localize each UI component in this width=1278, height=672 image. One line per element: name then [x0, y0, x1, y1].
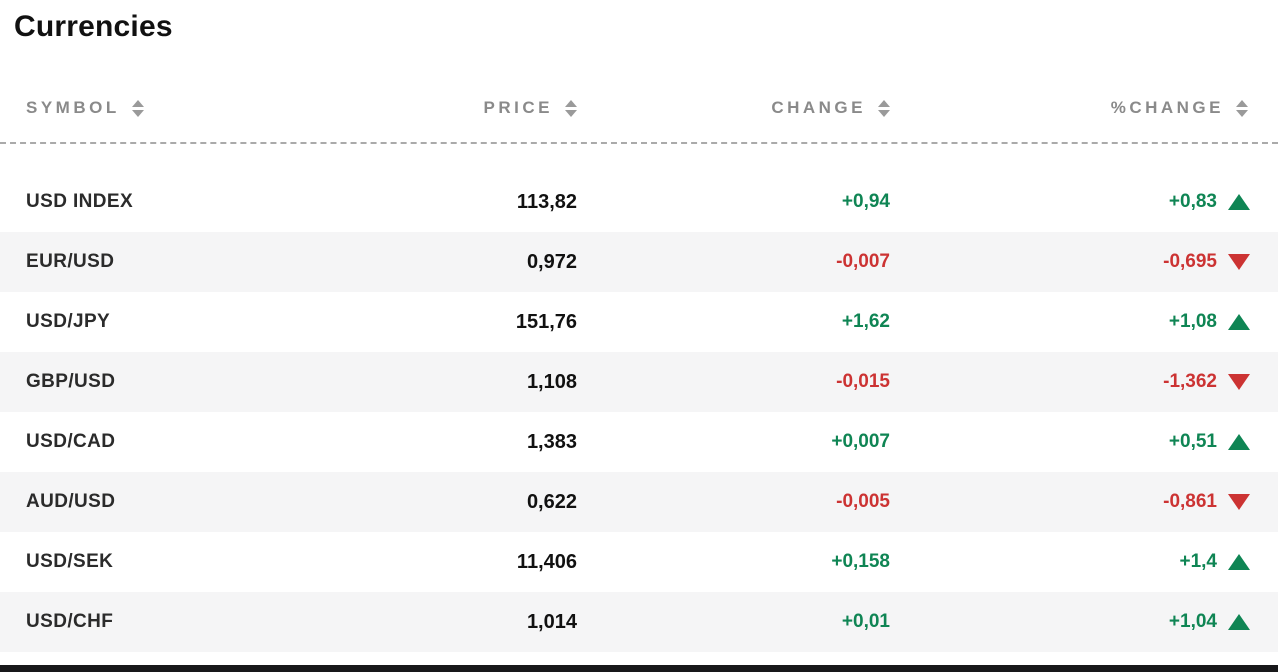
price-cell: 1,014: [526, 610, 577, 633]
pct-change-cell: -1,362: [890, 371, 1278, 393]
bottom-bar: [0, 665, 1278, 672]
change-cell: +0,158: [831, 551, 890, 572]
symbol-cell: USD/CHF: [26, 611, 114, 632]
price-cell: 1,108: [526, 370, 577, 393]
table-row[interactable]: USD/CAD 1,383 +0,007 +0,51: [0, 412, 1278, 472]
pct-change-cell: +0,51: [890, 431, 1278, 453]
direction-arrow: [1228, 314, 1250, 330]
column-header-symbol[interactable]: SYMBOL: [0, 98, 300, 118]
table-row[interactable]: USD/JPY 151,76 +1,62 +1,08: [0, 292, 1278, 352]
table-row[interactable]: USD INDEX 113,82 +0,94 +0,83: [0, 172, 1278, 232]
column-header-change-label: CHANGE: [771, 98, 866, 117]
symbol-cell: USD INDEX: [26, 191, 134, 212]
price-cell: 151,76: [515, 310, 577, 333]
change-cell: +1,62: [841, 311, 890, 332]
direction-arrow: [1228, 374, 1250, 390]
direction-arrow: [1228, 554, 1250, 570]
column-header-price-label: PRICE: [483, 98, 553, 117]
direction-arrow: [1228, 614, 1250, 630]
change-cell: +0,94: [841, 191, 890, 212]
table-row[interactable]: EUR/USD 0,972 -0,007 -0,695: [0, 232, 1278, 292]
symbol-cell: EUR/USD: [26, 251, 115, 272]
change-cell: -0,015: [836, 371, 890, 392]
pct-change-cell: +1,4: [890, 551, 1278, 573]
table-body: USD INDEX 113,82 +0,94 +0,83 EUR/USD 0,9…: [0, 172, 1278, 652]
column-header-change[interactable]: CHANGE: [577, 98, 890, 118]
change-cell: +0,007: [831, 431, 890, 452]
symbol-cell: AUD/USD: [26, 491, 116, 512]
table-row[interactable]: USD/SEK 11,406 +0,158 +1,4: [0, 532, 1278, 592]
change-cell: -0,005: [836, 491, 890, 512]
pct-change-cell: +0,83: [890, 191, 1278, 213]
table-row[interactable]: USD/CHF 1,014 +0,01 +1,04: [0, 592, 1278, 652]
pct-change-value: -1,362: [1163, 371, 1217, 392]
pct-change-value: -0,695: [1163, 251, 1217, 272]
change-cell: +0,01: [841, 611, 890, 632]
sort-icon: [1236, 99, 1248, 117]
pct-change-cell: -0,861: [890, 491, 1278, 513]
pct-change-cell: +1,04: [890, 611, 1278, 633]
sort-icon: [131, 99, 144, 117]
pct-change-cell: +1,08: [890, 311, 1278, 333]
table-header: SYMBOL PRICE CHANGE %CHANGE: [0, 98, 1278, 144]
table-row[interactable]: AUD/USD 0,622 -0,005 -0,861: [0, 472, 1278, 532]
symbol-cell: GBP/USD: [26, 371, 116, 392]
pct-change-value: +1,4: [1179, 551, 1217, 572]
direction-arrow: [1228, 494, 1250, 510]
price-cell: 11,406: [516, 550, 577, 573]
pct-change-value: +0,83: [1168, 191, 1217, 212]
change-cell: -0,007: [836, 251, 890, 272]
price-cell: 113,82: [516, 190, 577, 213]
column-header-symbol-label: SYMBOL: [26, 98, 120, 117]
price-cell: 0,972: [526, 250, 577, 273]
direction-arrow: [1228, 194, 1250, 210]
pct-change-value: -0,861: [1163, 491, 1217, 512]
sort-icon: [878, 99, 890, 117]
direction-arrow: [1228, 254, 1250, 270]
column-header-pct-change[interactable]: %CHANGE: [890, 98, 1278, 118]
column-header-pct-change-label: %CHANGE: [1110, 98, 1224, 117]
symbol-cell: USD/CAD: [26, 431, 116, 452]
symbol-cell: USD/JPY: [26, 311, 111, 332]
table-row[interactable]: GBP/USD 1,108 -0,015 -1,362: [0, 352, 1278, 412]
pct-change-value: +1,08: [1168, 311, 1217, 332]
pct-change-value: +0,51: [1168, 431, 1217, 452]
symbol-cell: USD/SEK: [26, 551, 114, 572]
column-header-price[interactable]: PRICE: [300, 98, 577, 118]
pct-change-cell: -0,695: [890, 251, 1278, 273]
price-cell: 0,622: [526, 490, 577, 513]
page-title: Currencies: [14, 10, 173, 43]
sort-icon: [565, 99, 577, 117]
pct-change-value: +1,04: [1168, 611, 1217, 632]
direction-arrow: [1228, 434, 1250, 450]
price-cell: 1,383: [526, 430, 577, 453]
